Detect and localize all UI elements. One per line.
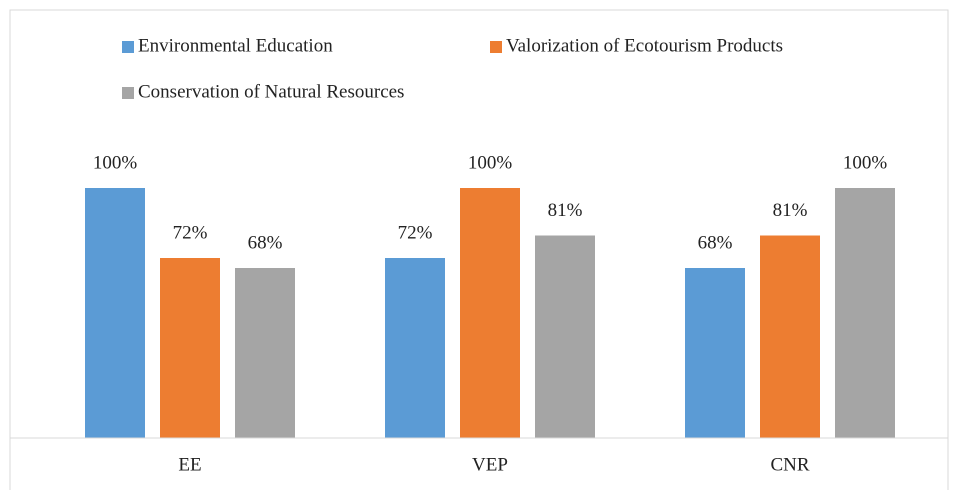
chart-border [9, 9, 949, 490]
data-label: 100% [93, 152, 138, 173]
data-label: 68% [248, 232, 283, 253]
legend-swatch [122, 87, 134, 99]
legend-swatch [122, 41, 134, 53]
legend-label: Valorization of Ecotourism Products [506, 35, 783, 56]
x-tick-label: VEP [472, 454, 508, 475]
bar [835, 188, 895, 438]
data-label: 100% [843, 152, 888, 173]
data-label: 81% [773, 200, 808, 221]
data-label: 100% [468, 152, 513, 173]
x-tick-label: CNR [770, 454, 809, 475]
bar [535, 235, 595, 438]
bar [235, 268, 295, 438]
data-label: 68% [698, 232, 733, 253]
bar [385, 258, 445, 438]
data-label: 72% [398, 222, 433, 243]
bar [760, 235, 820, 438]
bar [460, 188, 520, 438]
data-label: 72% [173, 222, 208, 243]
bar [85, 188, 145, 438]
bar [685, 268, 745, 438]
data-label: 81% [548, 200, 583, 221]
legend-label: Conservation of Natural Resources [138, 81, 404, 102]
bar [160, 258, 220, 438]
legend-label: Environmental Education [138, 35, 333, 56]
legend-swatch [490, 41, 502, 53]
x-tick-label: EE [178, 454, 201, 475]
